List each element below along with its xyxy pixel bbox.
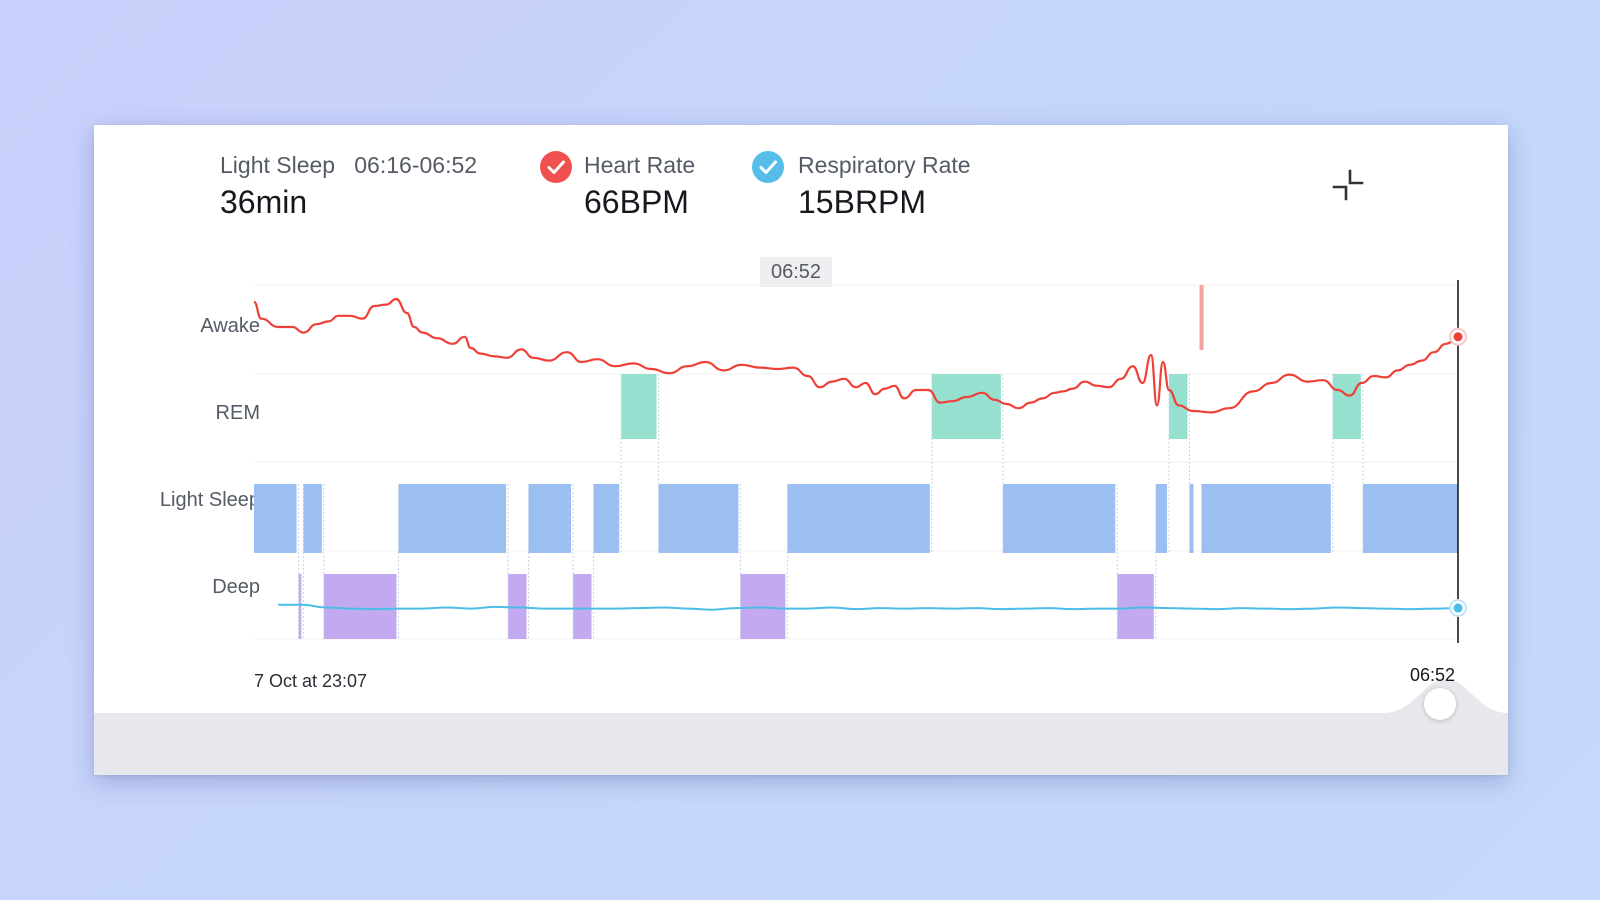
- y-label-rem: REM: [215, 402, 260, 424]
- stage-block-light-sleep: [528, 484, 572, 553]
- timeline-scrubber-track[interactable]: [94, 713, 1508, 775]
- sleep-stage-name: Light Sleep: [220, 152, 336, 178]
- sleep-stage-stat: Light Sleep 06:16-06:52 36min: [220, 152, 477, 221]
- sleep-stage-label-row: Light Sleep 06:16-06:52: [220, 152, 477, 179]
- time-tooltip: 06:52: [760, 257, 832, 287]
- x-end-label: 06:52: [1410, 665, 1456, 685]
- stage-block-light-sleep: [398, 484, 507, 553]
- stage-block-deep: [740, 574, 786, 639]
- sleep-stage-chart: [253, 280, 1467, 643]
- timeline-scrubber-handle[interactable]: [1424, 688, 1456, 720]
- stage-block-light-sleep: [254, 484, 297, 553]
- y-label-deep: Deep: [212, 576, 260, 598]
- stage-block-rem: [1169, 374, 1188, 439]
- stage-block-deep: [573, 574, 592, 639]
- heart-rate-end-dot-core: [1453, 332, 1463, 342]
- stage-block-light-sleep: [1155, 484, 1168, 553]
- respiratory-rate-value: 15BRPM: [798, 184, 927, 220]
- stage-block-deep: [298, 574, 302, 639]
- y-label-awake: Awake: [200, 315, 260, 337]
- stage-block-light-sleep: [303, 484, 322, 553]
- stage-block-light-sleep: [1002, 484, 1116, 553]
- stage-block-rem: [1332, 374, 1361, 439]
- x-start-label: 7 Oct at 23:07: [254, 671, 368, 691]
- stage-block-light-sleep: [1362, 484, 1458, 553]
- heart-rate-value: 66BPM: [584, 184, 689, 220]
- y-label-light-sleep: Light Sleep: [159, 489, 260, 511]
- heart-rate-label: Heart Rate: [584, 152, 696, 178]
- awake-marker: [1199, 285, 1204, 350]
- stage-block-light-sleep: [1201, 484, 1331, 553]
- sleep-stage-duration: 36min: [220, 184, 308, 220]
- check-icon: [547, 160, 565, 174]
- stage-block-rem: [931, 374, 1001, 439]
- heart-rate-stat: Heart Rate 66BPM: [584, 152, 695, 221]
- stage-block-light-sleep: [787, 484, 930, 553]
- stage-block-rem: [621, 374, 657, 439]
- sleep-chart-card: Light Sleep 06:16-06:52 36min Heart Rate…: [94, 125, 1508, 775]
- respiratory-rate-label: Respiratory Rate: [798, 152, 971, 178]
- sleep-stage-range: 06:16-06:52: [354, 152, 478, 178]
- respiratory-rate-end-dot-core: [1453, 603, 1463, 613]
- check-icon: [759, 160, 777, 174]
- respiratory-rate-line: [278, 603, 1459, 611]
- heart-rate-line: [253, 297, 1459, 414]
- stage-block-deep: [323, 574, 397, 639]
- heart-rate-check-icon[interactable]: [540, 151, 572, 183]
- stage-block-light-sleep: [1189, 484, 1194, 553]
- stage-block-light-sleep: [593, 484, 620, 553]
- collapse-icon[interactable]: [1330, 167, 1366, 203]
- stage-block-light-sleep: [658, 484, 739, 553]
- respiratory-rate-stat: Respiratory Rate 15BRPM: [798, 152, 971, 221]
- stage-block-deep: [1117, 574, 1154, 639]
- respiratory-rate-check-icon[interactable]: [752, 151, 784, 183]
